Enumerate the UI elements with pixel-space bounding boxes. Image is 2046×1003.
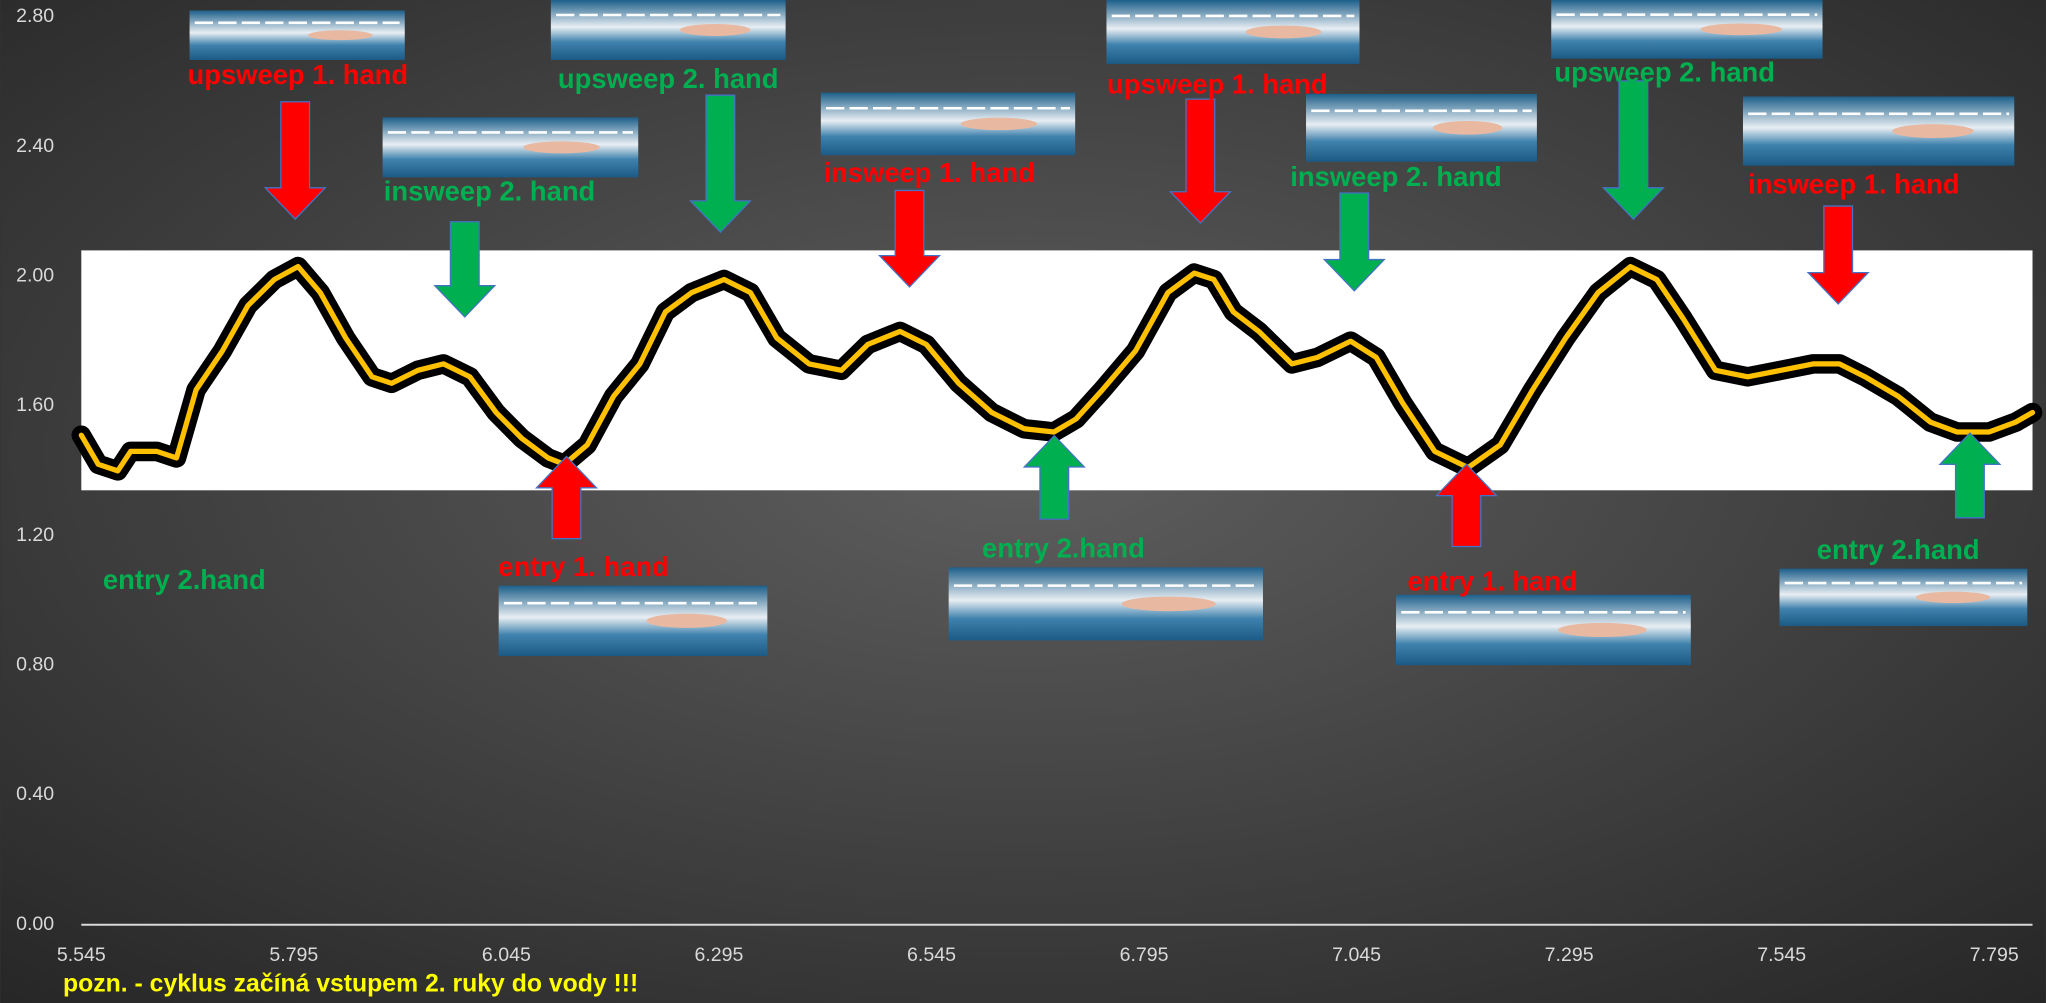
y-tick-label: 0.40 [16,783,54,805]
photo-swimmer [1892,124,1974,138]
annotation: insweep 2. hand [384,175,595,206]
photo-swimmer [307,30,373,41]
arrow [534,455,599,540]
arrow [1434,463,1498,548]
x-tick-label: 7.295 [1545,944,1594,966]
annotation: entry 2.hand [982,533,1145,564]
photo [1742,96,2015,166]
y-tick-label: 0.00 [16,913,54,935]
photo-swimmer [1915,591,1991,604]
photo-swimmer [1245,25,1322,39]
arrow [1601,80,1665,221]
annotation: upsweep 2. hand [558,63,779,94]
annotation: insweep 2. hand [1290,161,1501,192]
y-tick-label: 1.60 [16,394,54,416]
annotation: entry 1. hand [498,551,668,582]
x-tick-label: 6.295 [694,944,743,966]
annotation: entry 2.hand [1817,534,1980,565]
annotation: entry 2.hand [103,564,266,595]
arrow [263,101,327,221]
arrow [688,94,752,234]
y-tick-label: 1.20 [16,524,54,546]
arrow [1806,205,1870,305]
x-tick-label: 5.795 [269,944,318,966]
photo-swimmer [646,613,728,628]
y-tick-label: 0.80 [16,654,54,676]
annotation: upsweep 1. hand [188,59,409,90]
arrow [1938,432,2002,519]
photo-swimmer [679,23,751,36]
y-tick-label: 2.40 [16,135,54,157]
annotation: upsweep 1. hand [1107,68,1328,99]
photo-swimmer [1700,23,1782,36]
photo-swimmer [960,117,1038,131]
footnote: pozn. - cyklus začíná vstupem 2. ruky do… [63,970,638,997]
arrow [877,189,942,288]
x-tick-label: 7.795 [1970,944,2019,966]
photo-swimmer [1433,121,1503,135]
line [78,263,2036,474]
x-tick-label: 6.795 [1120,944,1169,966]
photo-swimmer [1121,596,1216,612]
photo-swimmer [1558,622,1647,638]
annotation: entry 1. hand [1407,565,1577,596]
x-tick-label: 7.545 [1757,944,1806,966]
annotation: insweep 1. hand [823,157,1034,188]
arrow [433,221,497,318]
photo [1106,0,1360,64]
annotation: upsweep 2. hand [1554,57,1775,88]
photo [1551,0,1823,59]
x-tick-label: 6.045 [482,944,531,966]
photo [1396,594,1691,666]
arrow [1168,98,1232,224]
arrow [1322,192,1386,292]
y-tick-label: 2.00 [16,264,54,286]
photo [948,567,1263,641]
photo-swimmer [523,141,600,154]
y-tick-label: 2.80 [16,5,54,27]
x-tick-label: 6.545 [907,944,956,966]
x-tick-label: 7.045 [1332,944,1381,966]
annotation: insweep 1. hand [1748,169,1959,200]
x-tick-label: 5.545 [57,944,106,966]
arrow [1022,434,1086,520]
